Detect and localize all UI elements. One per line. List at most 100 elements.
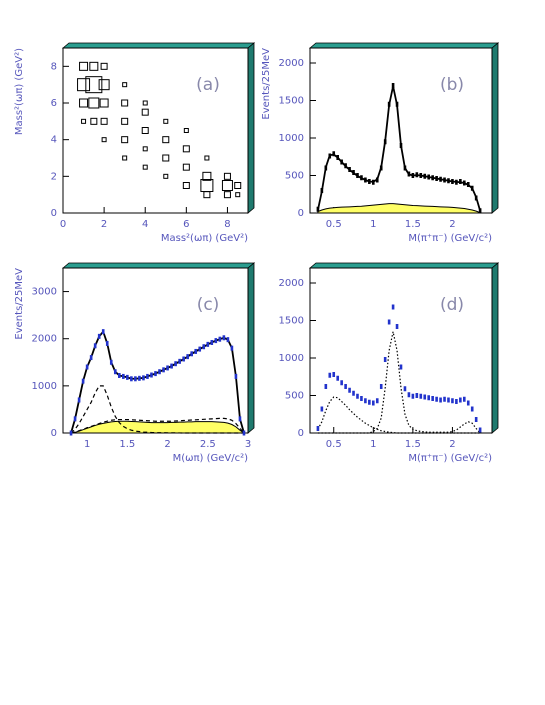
box bbox=[234, 182, 242, 189]
data-point bbox=[166, 365, 169, 371]
y-axis-label: Mass²(ωπ) (GeV²) bbox=[14, 48, 25, 135]
data-point bbox=[379, 384, 383, 389]
data-point bbox=[320, 406, 324, 412]
box bbox=[100, 62, 108, 70]
data-point bbox=[427, 395, 430, 401]
data-point bbox=[138, 375, 141, 381]
data-point bbox=[443, 177, 446, 183]
data-point bbox=[126, 374, 129, 380]
data-point bbox=[198, 346, 202, 352]
x-tick-label: 6 bbox=[183, 219, 189, 230]
plot-area bbox=[62, 267, 249, 434]
data-point bbox=[352, 390, 355, 396]
data-point bbox=[214, 338, 218, 344]
data-point bbox=[459, 397, 462, 403]
data-point bbox=[226, 337, 230, 343]
data-point bbox=[105, 340, 109, 346]
curve bbox=[70, 417, 245, 434]
y-tick-label: 6 bbox=[51, 98, 57, 109]
data-point bbox=[439, 176, 442, 182]
y-tick-label: 8 bbox=[51, 61, 57, 72]
data-point bbox=[230, 345, 234, 351]
x-tick-label: 2 bbox=[101, 219, 107, 230]
data-point bbox=[162, 367, 165, 373]
box bbox=[90, 117, 98, 125]
x-tick-label: 2.5 bbox=[200, 439, 216, 450]
box bbox=[235, 192, 241, 198]
data-point bbox=[463, 180, 466, 186]
y-axis-label: Events/25MeV bbox=[14, 268, 25, 340]
data-point bbox=[419, 173, 423, 178]
y-tick-label: 0 bbox=[298, 428, 304, 439]
data-point bbox=[474, 417, 478, 422]
panel-label: (d) bbox=[440, 295, 464, 315]
data-point bbox=[470, 185, 474, 191]
data-point bbox=[403, 165, 407, 171]
box bbox=[141, 127, 149, 134]
y-tick-label: 1000 bbox=[279, 353, 304, 364]
data-point bbox=[73, 416, 77, 422]
data-point bbox=[340, 159, 343, 165]
x-tick-label: 1.5 bbox=[119, 439, 135, 450]
data-point bbox=[423, 394, 427, 400]
data-point bbox=[372, 179, 375, 185]
box bbox=[88, 97, 100, 109]
data-point bbox=[435, 396, 438, 402]
data-point bbox=[478, 427, 482, 433]
data-point bbox=[324, 384, 328, 389]
box bbox=[99, 98, 109, 108]
data-point bbox=[336, 155, 339, 160]
box bbox=[79, 61, 89, 71]
box bbox=[77, 78, 91, 92]
plot-area bbox=[62, 47, 249, 214]
box bbox=[182, 145, 190, 153]
box bbox=[204, 155, 210, 161]
x-tick-label: 8 bbox=[224, 219, 230, 230]
box bbox=[221, 180, 233, 191]
data-point bbox=[415, 172, 419, 178]
x-axis-label: M(ωπ) (GeV/c²) bbox=[173, 453, 249, 464]
data-point bbox=[407, 392, 411, 398]
data-point bbox=[411, 393, 415, 399]
data-point bbox=[238, 416, 242, 422]
data-point bbox=[431, 175, 434, 181]
data-point bbox=[451, 179, 454, 184]
box bbox=[98, 79, 110, 91]
y-tick-label: 1000 bbox=[32, 381, 57, 392]
data-point bbox=[77, 397, 81, 403]
x-tick-label: 3 bbox=[245, 439, 251, 450]
box bbox=[121, 117, 129, 125]
data-point bbox=[170, 363, 173, 369]
box bbox=[85, 76, 103, 94]
data-point bbox=[427, 174, 430, 180]
box bbox=[223, 191, 231, 199]
data-point bbox=[348, 387, 351, 393]
panel-label: (c) bbox=[197, 295, 220, 315]
data-point bbox=[447, 178, 450, 184]
box bbox=[81, 118, 87, 124]
box bbox=[142, 164, 148, 170]
data-point bbox=[364, 398, 367, 404]
x-tick-label: 1 bbox=[370, 439, 376, 450]
data-point bbox=[316, 426, 320, 431]
data-point bbox=[383, 139, 387, 145]
data-point bbox=[474, 195, 478, 201]
data-point bbox=[470, 406, 474, 412]
frame-top bbox=[61, 262, 256, 269]
data-point bbox=[415, 393, 419, 398]
curve bbox=[317, 331, 481, 434]
data-point bbox=[368, 399, 371, 405]
box bbox=[121, 99, 129, 107]
data-point bbox=[344, 163, 347, 169]
data-point bbox=[182, 356, 185, 362]
data-point bbox=[447, 397, 450, 403]
plot-area bbox=[309, 47, 493, 214]
data-point bbox=[158, 369, 161, 375]
data-point bbox=[89, 355, 93, 361]
data-point bbox=[69, 430, 73, 436]
data-point bbox=[340, 380, 343, 386]
box bbox=[79, 98, 89, 108]
data-point bbox=[332, 372, 336, 377]
y-tick-label: 4 bbox=[51, 135, 57, 146]
